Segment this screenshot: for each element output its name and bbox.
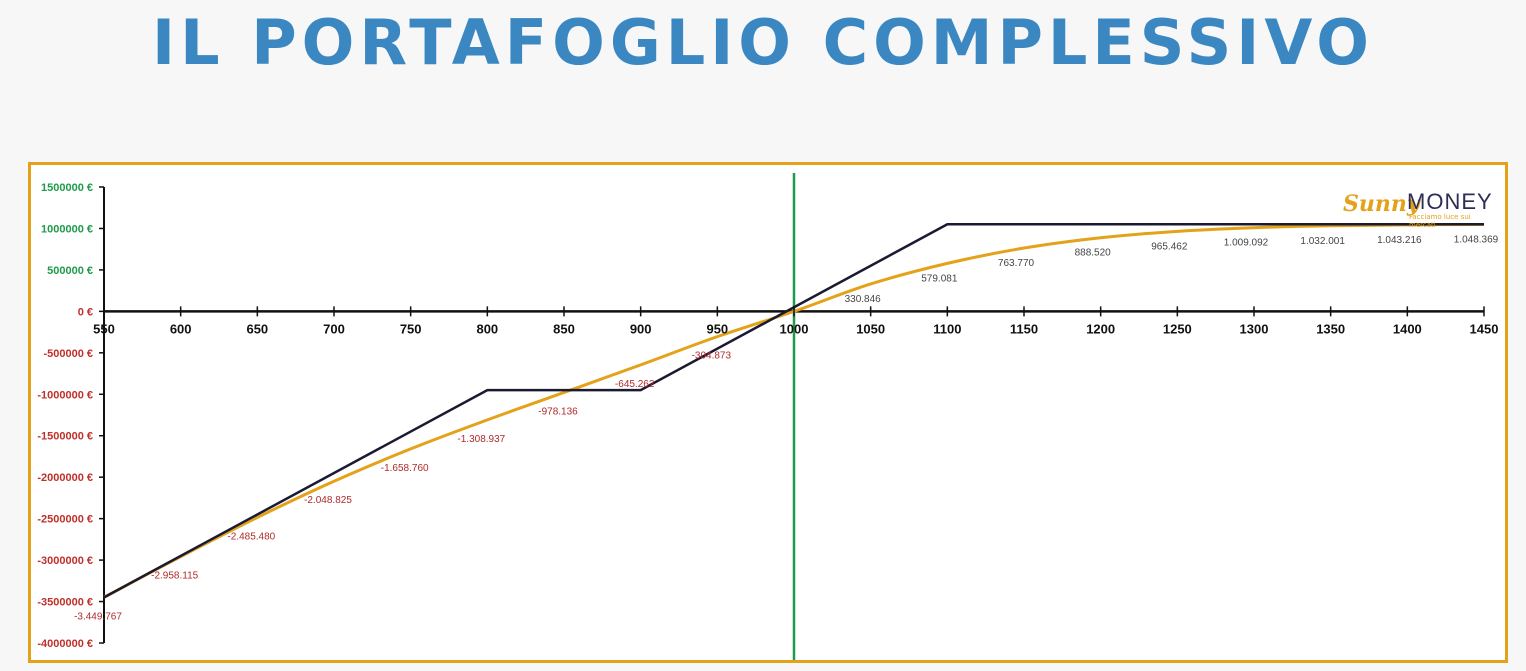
logo-money-wordmark: MONEY: [1407, 189, 1493, 214]
logo-tagline: Facciamo luce sui mercati: [1409, 213, 1471, 229]
x-tick-label: 750: [400, 321, 422, 336]
x-tick-label: 800: [476, 321, 498, 336]
x-tick-label: 1350: [1316, 321, 1345, 336]
data-label: 330.846: [845, 294, 882, 305]
y-tick-label: -2500000 €: [37, 514, 93, 526]
data-label: 1.009.092: [1224, 238, 1269, 249]
data-label: -3.449.767: [74, 611, 122, 622]
x-tick-label: 650: [246, 321, 268, 336]
y-tick-label: -2000000 €: [37, 472, 93, 484]
data-label: 888.520: [1075, 248, 1112, 259]
y-tick-label: 1500000 €: [41, 182, 93, 194]
expiry-payoff-line: [103, 223, 1484, 599]
y-tick-label: -500000 €: [43, 348, 93, 360]
data-label: -1.658.760: [381, 463, 429, 474]
data-label: 763.770: [998, 258, 1035, 269]
x-tick-label: 1450: [1470, 321, 1499, 336]
x-tick-label: 600: [170, 321, 192, 336]
data-label: 579.081: [921, 273, 958, 284]
x-tick-label: 1000: [780, 321, 809, 336]
data-label: -2.958.115: [151, 571, 199, 582]
x-tick-label: 950: [706, 321, 728, 336]
data-label: -304.873: [692, 351, 732, 362]
x-tick-label: 550: [93, 321, 115, 336]
y-tick-label: 0 €: [78, 306, 93, 318]
payoff-chart: 1500000 € 1000000 € 500000 € 0 € -500000 € -1…: [37, 173, 1499, 660]
data-label: -1.308.937: [457, 434, 505, 445]
x-tick-label: 1150: [1010, 321, 1038, 336]
y-tick-label: 500000 €: [47, 265, 93, 277]
logo-sun-wordmark: Sunny: [1343, 191, 1420, 217]
x-tick-label: 700: [323, 321, 345, 336]
x-tick-label: 900: [630, 321, 652, 336]
y-tick-label: -1000000 €: [37, 389, 93, 401]
y-tick-label: 1000000 €: [41, 223, 93, 235]
x-tick-label: 1050: [856, 321, 885, 336]
chart-frame: 1500000 € 1000000 € 500000 € 0 € -500000 € -1…: [28, 162, 1508, 663]
data-label: 1.032.001: [1300, 236, 1345, 247]
x-tick-label: 1100: [933, 321, 961, 336]
data-label: -2.485.480: [227, 531, 275, 542]
data-label: -2.048.825: [304, 495, 352, 506]
x-tick-label: 1300: [1240, 321, 1269, 336]
x-tick-label: 1200: [1086, 321, 1115, 336]
y-tick-label: -3000000 €: [37, 555, 93, 567]
data-label: -645.262: [615, 379, 655, 390]
sunny-money-logo: Sunny MONEY Facciamo luce sui mercati: [1343, 189, 1495, 229]
data-label: 1.043.216: [1377, 235, 1422, 246]
y-tick-label: -3500000 €: [37, 597, 93, 609]
x-tick-label: 850: [553, 321, 575, 336]
y-tick-label: -4000000 €: [37, 638, 93, 650]
y-tick-label: -1500000 €: [37, 431, 93, 443]
data-label: 1.048.369: [1454, 234, 1499, 245]
data-label: -978.136: [538, 406, 578, 417]
x-tick-label: 1250: [1163, 321, 1192, 336]
page-title: IL PORTAFOGLIO COMPLESSIVO: [152, 6, 1374, 79]
data-label: 965.462: [1151, 241, 1188, 252]
x-tick-label: 1400: [1393, 321, 1422, 336]
